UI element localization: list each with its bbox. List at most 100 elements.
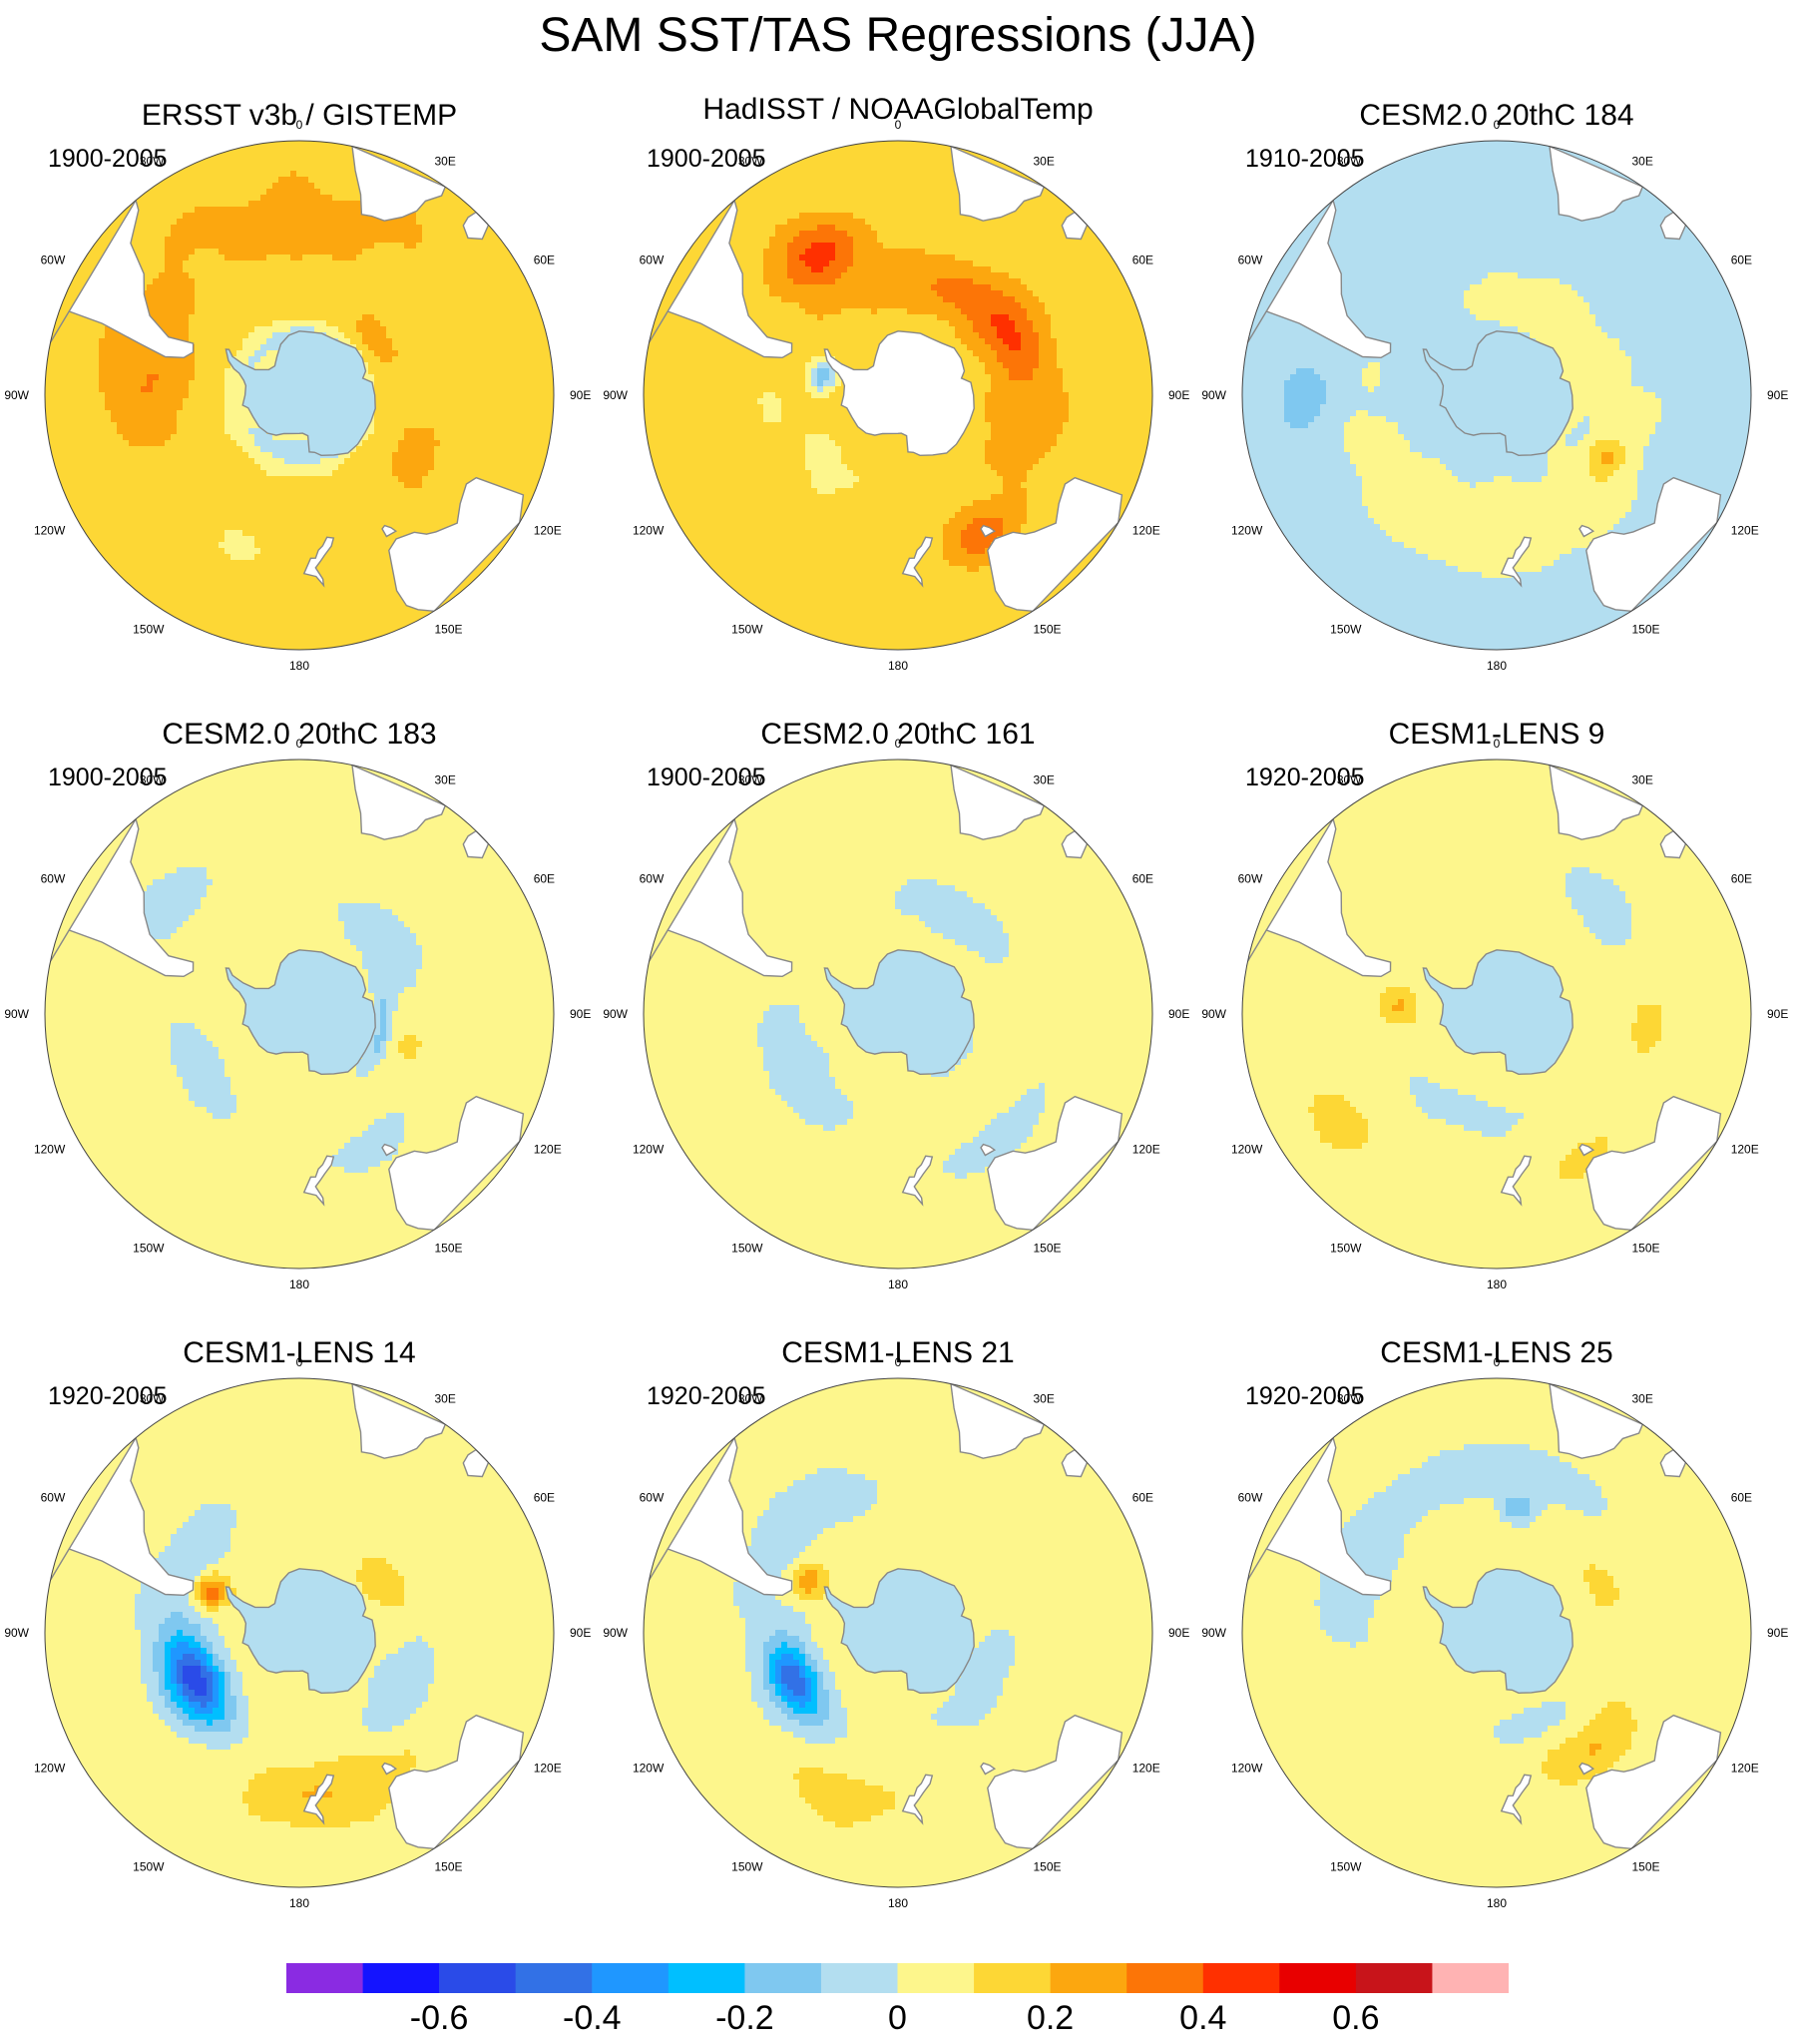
contour-cell [63,476,70,483]
contour-cell [302,500,309,507]
contour-cell [230,422,237,429]
contour-cell [302,183,309,190]
contour-cell [338,326,345,333]
contour-cell [392,326,399,333]
contour-cell [464,476,471,483]
contour-cell [93,231,100,238]
contour-cell [189,512,196,519]
contour-cell [320,171,327,178]
contour-cell [458,434,465,441]
contour-cell [177,410,184,417]
contour-cell [386,219,393,226]
contour-cell [147,470,154,477]
contour-cell [207,470,214,477]
contour-cell [518,290,525,297]
contour-cell [350,314,357,321]
contour-cell [81,314,88,321]
contour-cell [105,440,112,447]
contour-cell [272,195,279,202]
contour-cell [75,368,82,375]
contour-cell [434,434,441,441]
contour-cell [165,189,172,196]
contour-cell [392,350,399,357]
contour-cell [422,470,429,477]
contour-cell [398,368,405,375]
contour-cell [434,380,441,387]
contour-cell [452,410,459,417]
contour-cell [428,243,435,250]
contour-cell [392,530,399,537]
contour-cell [165,308,172,315]
contour-cell [446,458,453,465]
contour-cell [260,231,267,238]
contour-cell [123,350,130,357]
contour-cell [308,320,315,327]
contour-cell [165,207,172,214]
contour-cell [350,488,357,495]
contour-cell [51,386,58,393]
contour-cell [356,237,363,244]
contour-cell [440,410,447,417]
contour-cell [398,422,405,429]
contour-cell [296,266,303,273]
contour-cell [260,476,267,483]
contour-cell [165,410,172,417]
contour-cell [87,320,94,327]
contour-cell [452,338,459,345]
contour-cell [213,440,220,447]
contour-cell [350,231,357,238]
contour-cell [99,470,106,477]
contour-cell [201,177,208,184]
contour-cell [242,189,249,196]
contour-cell [410,266,417,273]
contour-cell [398,488,405,495]
contour-cell [464,410,471,417]
contour-cell [470,386,477,393]
contour-cell [219,219,225,226]
contour-cell [344,237,351,244]
contour-cell [398,332,405,339]
contour-cell [542,392,549,399]
contour-cell [476,332,483,339]
contour-cell [266,338,273,345]
contour-cell [446,494,453,501]
contour-cell [260,255,267,261]
contour-cell [224,255,231,261]
contour-cell [63,302,70,309]
contour-cell [230,410,237,417]
contour-cell [147,524,154,531]
contour-cell [476,416,483,423]
contour-cell [266,512,273,519]
contour-cell [266,440,273,447]
contour-cell [141,225,148,232]
contour-cell [458,464,465,471]
contour-cell [254,440,261,447]
contour-cell [135,386,142,393]
contour-cell [224,153,231,160]
contour-cell [410,446,417,453]
contour-cell [69,452,76,459]
contour-cell [195,404,202,411]
contour-cell [524,386,531,393]
contour-cell [434,476,441,483]
contour-cell [374,237,381,244]
contour-cell [51,344,58,351]
contour-cell [254,434,261,441]
contour-cell [470,452,477,459]
contour-cell [290,290,297,297]
contour-cell [63,446,70,453]
contour-cell [536,362,543,369]
contour-cell [242,147,249,154]
contour-cell [320,266,327,273]
contour-cell [302,213,309,220]
contour-cell [93,243,100,250]
contour-cell [242,470,249,477]
contour-cell [242,225,249,232]
contour-cell [99,464,106,471]
contour-cell [350,183,357,190]
contour-cell [404,225,411,232]
contour-cell [362,452,369,459]
contour-cell [344,530,351,537]
contour-cell [392,482,399,489]
contour-cell [518,320,525,327]
